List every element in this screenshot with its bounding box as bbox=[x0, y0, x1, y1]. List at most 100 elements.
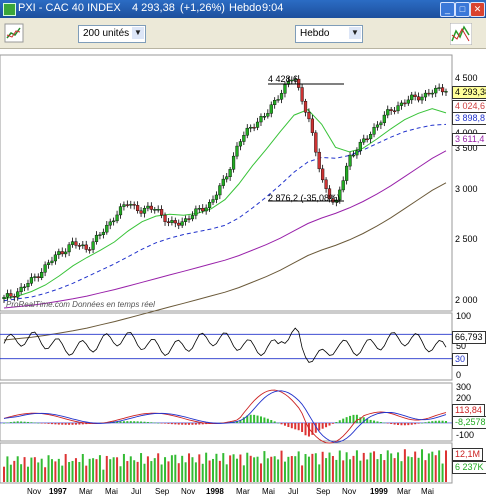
long-moving-average-line bbox=[3, 182, 447, 341]
macd-histogram-bar bbox=[126, 421, 129, 423]
volume-bar bbox=[325, 458, 328, 482]
candle-body bbox=[70, 241, 75, 245]
macd-histogram-bar bbox=[421, 422, 424, 424]
volume-bar bbox=[188, 453, 191, 482]
candle-body bbox=[139, 210, 143, 214]
volume-max-tag: 12,1M bbox=[452, 448, 484, 461]
volume-bar bbox=[57, 458, 60, 482]
period-select[interactable]: Hebdo ▼ bbox=[295, 25, 363, 43]
x-axis-month-label: Sep bbox=[316, 487, 331, 496]
volume-bar bbox=[397, 452, 400, 482]
volume-bar bbox=[362, 452, 365, 482]
macd-histogram-bar bbox=[434, 420, 437, 423]
macd-histogram-bar bbox=[81, 422, 84, 425]
macd-histogram-bar bbox=[417, 422, 420, 424]
volume-bar bbox=[78, 461, 81, 482]
macd-histogram-bar bbox=[201, 422, 204, 425]
macd-histogram-bar bbox=[259, 416, 262, 423]
macd-histogram-bar bbox=[311, 422, 314, 435]
volume-bar bbox=[88, 458, 91, 482]
candle-body bbox=[231, 155, 236, 170]
candle-body bbox=[259, 116, 263, 123]
candle-body bbox=[427, 92, 431, 95]
candle-body bbox=[221, 178, 225, 186]
candle-body bbox=[183, 218, 188, 222]
candle-body bbox=[245, 127, 249, 136]
volume-bar bbox=[119, 466, 122, 482]
price-tick: 3 500 bbox=[455, 143, 478, 153]
macd-histogram-bar bbox=[427, 421, 430, 423]
candle-body bbox=[29, 277, 34, 284]
osc-value-tag: 66,793 bbox=[452, 331, 486, 344]
macd-histogram-bar bbox=[407, 422, 410, 426]
volume-bar bbox=[229, 455, 232, 482]
volume-bar bbox=[136, 461, 139, 482]
candle-body bbox=[269, 104, 273, 114]
macd-histogram-bar bbox=[410, 422, 413, 425]
volume-bar bbox=[222, 453, 225, 482]
macd-histogram-bar bbox=[61, 422, 64, 425]
macd-histogram-bar bbox=[431, 421, 434, 423]
candle-body bbox=[369, 134, 373, 140]
macd-histogram-bar bbox=[140, 421, 143, 423]
volume-bar bbox=[342, 460, 345, 482]
macd-histogram-bar bbox=[122, 421, 125, 423]
candle-body bbox=[379, 122, 383, 126]
volume-bar bbox=[297, 451, 300, 482]
chart-icon[interactable] bbox=[4, 23, 24, 43]
macd-histogram-bar bbox=[16, 421, 19, 423]
volume-bar bbox=[61, 465, 64, 482]
candle-body bbox=[214, 194, 219, 200]
candle-body bbox=[201, 208, 205, 212]
candle-body bbox=[81, 244, 85, 247]
volume-bar bbox=[153, 458, 156, 482]
volume-bar bbox=[129, 456, 132, 482]
candle-body bbox=[365, 138, 369, 141]
candle-body bbox=[324, 179, 328, 189]
macd-histogram-bar bbox=[13, 421, 16, 423]
macd-histogram-bar bbox=[71, 422, 74, 425]
candle-body bbox=[403, 102, 407, 105]
moving-average-line bbox=[3, 123, 447, 302]
volume-bar bbox=[369, 452, 372, 482]
volume-bar bbox=[307, 456, 310, 482]
candle-body bbox=[242, 135, 246, 142]
candle-body bbox=[420, 96, 424, 101]
ma-mid-tag: 3 898,8 bbox=[452, 112, 486, 125]
macd-histogram-bar bbox=[119, 421, 122, 423]
candle-body bbox=[108, 221, 112, 226]
candle-body bbox=[416, 96, 421, 101]
candle-body bbox=[331, 198, 335, 203]
x-axis-month-label: Nov bbox=[27, 487, 42, 496]
volume-bar bbox=[266, 458, 269, 482]
volume-bar bbox=[201, 463, 204, 482]
maximize-button[interactable]: □ bbox=[455, 2, 470, 17]
volume-bar bbox=[181, 455, 184, 482]
candle-body bbox=[149, 205, 153, 210]
candle-body bbox=[98, 234, 102, 236]
volume-bar bbox=[421, 449, 424, 482]
macd-histogram-bar bbox=[331, 422, 334, 424]
volume-bar bbox=[126, 461, 129, 482]
volume-bar bbox=[407, 456, 410, 482]
volume-bar bbox=[273, 456, 276, 482]
macd-histogram-bar bbox=[181, 422, 184, 425]
candle-body bbox=[290, 79, 294, 82]
macd-histogram-bar bbox=[133, 421, 136, 423]
x-axis-month-label: Mar bbox=[397, 487, 411, 496]
volume-bar bbox=[225, 464, 228, 482]
candle-body bbox=[190, 215, 195, 220]
candle-body bbox=[218, 185, 222, 196]
minimize-button[interactable]: _ bbox=[440, 2, 455, 17]
units-select[interactable]: 200 unités ▼ bbox=[78, 25, 146, 43]
candle-body bbox=[125, 204, 129, 206]
macd-histogram-bar bbox=[321, 422, 324, 429]
macd-histogram-bar bbox=[335, 422, 338, 423]
macd-histogram-bar bbox=[6, 422, 9, 424]
macd-histogram-bar bbox=[68, 422, 71, 425]
volume-bar bbox=[215, 453, 218, 482]
symbol-title: PXI - CAC 40 INDEX bbox=[18, 2, 121, 14]
volume-bar bbox=[335, 459, 338, 482]
close-button[interactable]: ✕ bbox=[470, 2, 485, 17]
